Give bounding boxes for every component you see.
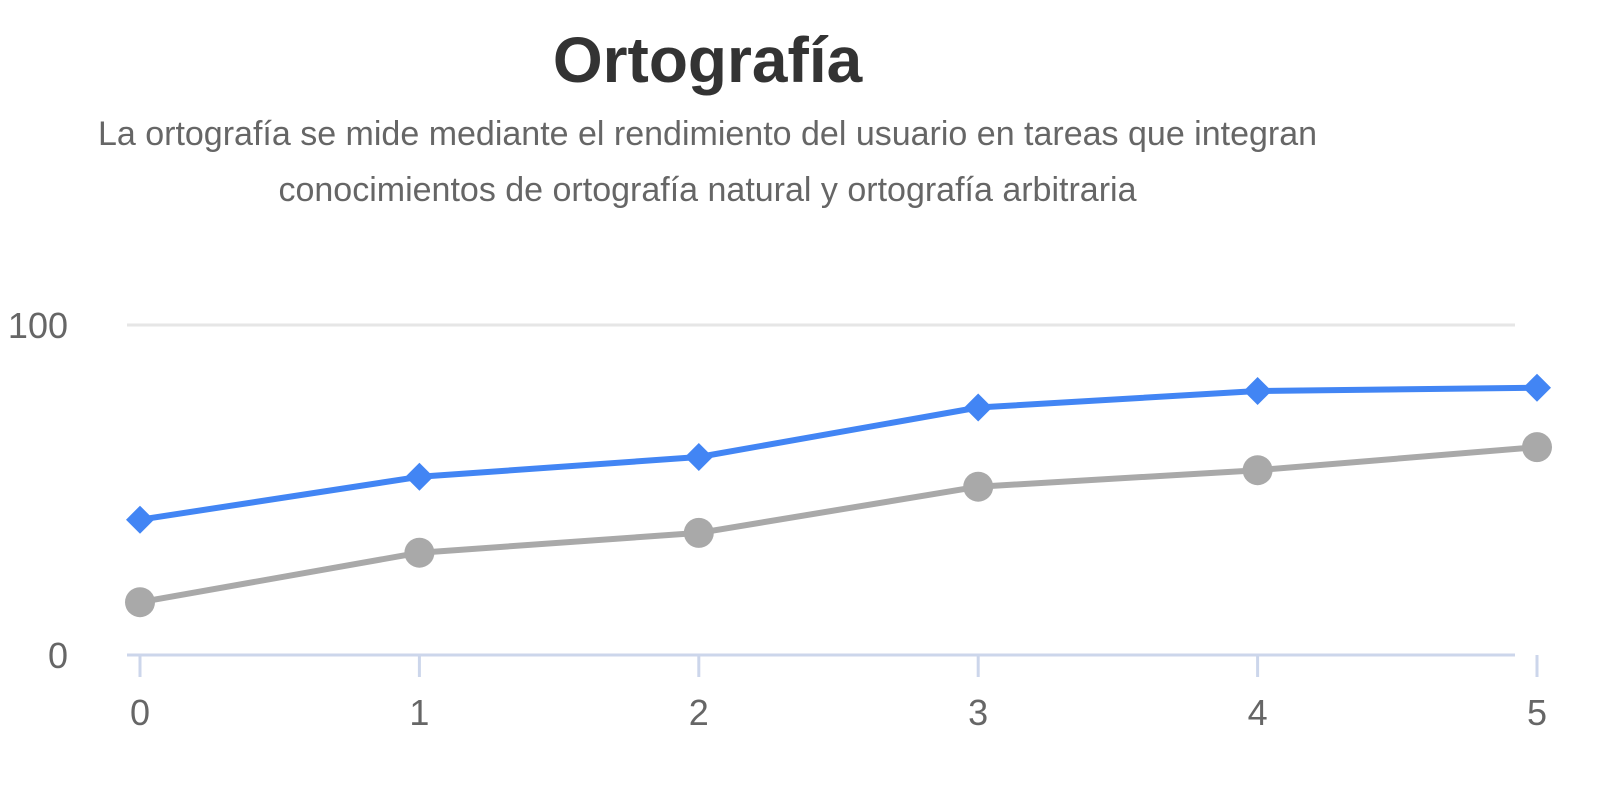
data-point-circle[interactable] [963,471,994,502]
series-line-2 [137,444,1540,606]
series-line-1 [137,384,1540,523]
data-point-circle[interactable] [683,517,714,548]
data-point-circle[interactable] [125,587,155,618]
data-point-diamond[interactable] [1523,373,1551,402]
series-1 [126,373,1551,534]
data-point-circle[interactable] [1242,455,1273,486]
data-point-diamond[interactable] [1243,377,1272,405]
series-2 [125,432,1552,618]
chart-subtitle: La ortografía se mide mediante el rendim… [97,115,1318,209]
data-point-circle[interactable] [404,537,435,568]
data-point-diamond[interactable] [684,443,713,471]
x-tick-label: 3 [968,692,988,733]
x-axis-ticks: 0 1 2 3 4 5 [130,655,1547,733]
y-tick-label: 100 [8,305,68,346]
y-axis-ticks: 0 100 [8,305,68,676]
x-tick-label: 0 [130,692,150,733]
x-tick-label: 1 [409,692,429,733]
chart-title: Ortografía [552,24,863,96]
data-point-diamond[interactable] [964,393,993,422]
x-tick-label: 2 [689,692,709,733]
y-tick-label: 0 [48,635,68,676]
x-tick-label: 5 [1527,692,1547,733]
data-point-diamond[interactable] [405,462,434,491]
series-layer [125,373,1552,618]
data-point-circle[interactable] [1522,432,1552,463]
x-tick-label: 4 [1248,692,1268,733]
data-point-diamond[interactable] [126,505,154,534]
